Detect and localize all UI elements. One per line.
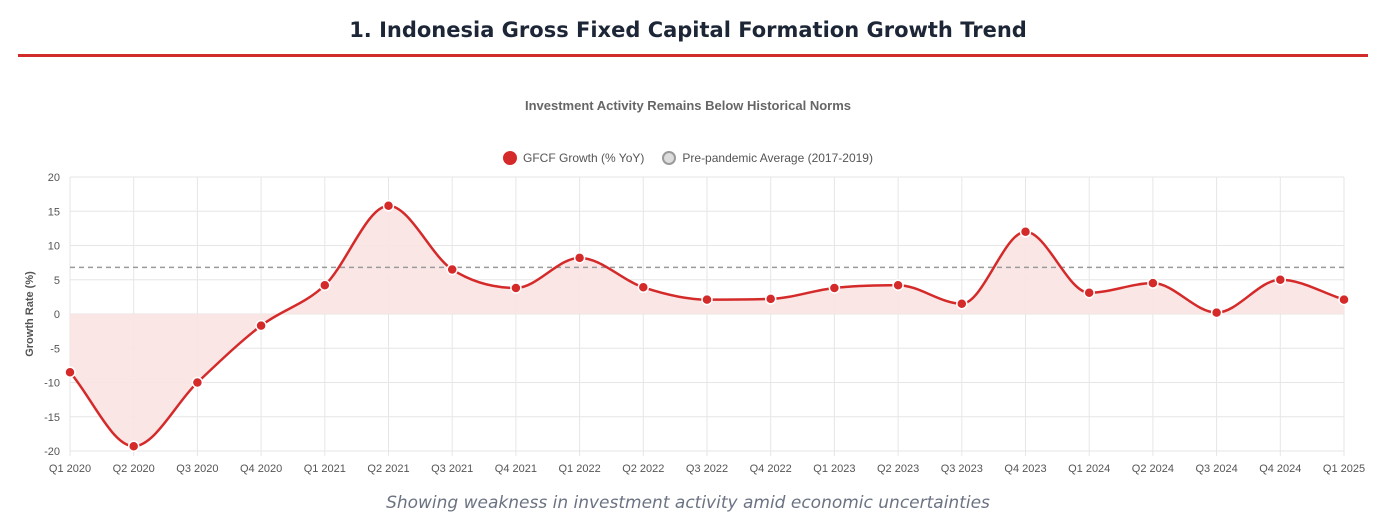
x-tick-label: Q4 2020	[240, 463, 282, 475]
gfcf-data-point[interactable]	[1338, 293, 1350, 306]
x-tick-label: Q3 2021	[431, 463, 473, 475]
x-tick-label: Q1 2021	[304, 463, 346, 475]
y-tick-label: -5	[50, 343, 60, 355]
y-tick-label: 0	[54, 309, 60, 321]
gfcf-data-point[interactable]	[701, 293, 713, 306]
y-tick-label: 10	[48, 241, 60, 253]
legend-item-prepandemic[interactable]: Pre-pandemic Average (2017-2019)	[662, 151, 873, 165]
x-tick-label: Q2 2021	[367, 463, 409, 475]
legend-label-prepandemic: Pre-pandemic Average (2017-2019)	[682, 151, 873, 165]
x-tick-label: Q2 2024	[1132, 463, 1174, 475]
gfcf-data-point[interactable]	[319, 279, 331, 291]
chart-caption: Showing weakness in investment activity …	[386, 493, 990, 513]
gfcf-data-point[interactable]	[127, 440, 140, 452]
gfcf-data-point[interactable]	[1019, 226, 1032, 238]
gfcf-data-point[interactable]	[191, 376, 204, 389]
y-tick-label: -20	[44, 446, 60, 458]
gfcf-data-point[interactable]	[1274, 274, 1287, 286]
x-tick-label: Q3 2024	[1195, 463, 1237, 475]
x-tick-label: Q3 2022	[686, 463, 728, 475]
gfcf-area-fill	[70, 205, 1344, 447]
gfcf-data-point[interactable]	[382, 200, 395, 212]
gfcf-data-point[interactable]	[764, 293, 777, 305]
gfcf-data-point[interactable]	[892, 279, 904, 291]
legend-label-gfcf: GFCF Growth (% YoY)	[523, 151, 645, 165]
legend-item-gfcf[interactable]: GFCF Growth (% YoY)	[503, 151, 644, 165]
gfcf-data-point[interactable]	[64, 366, 76, 378]
y-tick-label: -10	[44, 378, 60, 390]
x-tick-label: Q1 2025	[1323, 463, 1365, 475]
y-tick-label: 15	[48, 206, 60, 218]
title-divider	[18, 54, 1368, 57]
y-axis-label: Growth Rate (%)	[24, 271, 36, 357]
x-tick-label: Q1 2024	[1068, 463, 1110, 475]
x-tick-label: Q3 2020	[176, 463, 218, 475]
x-tick-label: Q4 2023	[1004, 463, 1046, 475]
gfcf-data-point[interactable]	[255, 319, 267, 332]
legend-swatch-prepandemic	[662, 151, 677, 165]
gfcf-data-point[interactable]	[637, 281, 650, 294]
gfcf-data-point[interactable]	[1083, 287, 1095, 299]
gfcf-data-point[interactable]	[446, 263, 458, 276]
gfcf-data-point[interactable]	[510, 282, 522, 294]
x-tick-label: Q1 2023	[813, 463, 855, 475]
x-tick-label: Q3 2023	[941, 463, 983, 475]
x-tick-label: Q2 2022	[622, 463, 664, 475]
chart-title: Investment Activity Remains Below Histor…	[524, 98, 852, 113]
gfcf-data-point[interactable]	[1210, 306, 1223, 319]
y-tick-label: 5	[54, 275, 60, 287]
x-tick-label: Q4 2021	[495, 463, 537, 475]
gfcf-data-point[interactable]	[1147, 277, 1159, 289]
x-tick-label: Q2 2023	[877, 463, 919, 475]
legend-swatch-gfcf	[503, 151, 518, 165]
x-tick-label: Q4 2024	[1259, 463, 1301, 475]
gfcf-data-point[interactable]	[573, 252, 586, 264]
gfcf-data-point[interactable]	[828, 282, 841, 294]
gfcf-data-point[interactable]	[956, 297, 968, 310]
x-tick-label: Q4 2022	[750, 463, 792, 475]
x-tick-label: Q1 2020	[49, 463, 91, 475]
y-tick-label: -15	[44, 412, 60, 424]
y-tick-label: 20	[48, 172, 60, 184]
x-tick-label: Q2 2020	[113, 463, 155, 475]
chart-legend: GFCF Growth (% YoY) Pre-pandemic Average…	[0, 151, 1376, 165]
page-title: 1. Indonesia Gross Fixed Capital Formati…	[349, 18, 1027, 42]
x-tick-label: Q1 2022	[558, 463, 600, 475]
